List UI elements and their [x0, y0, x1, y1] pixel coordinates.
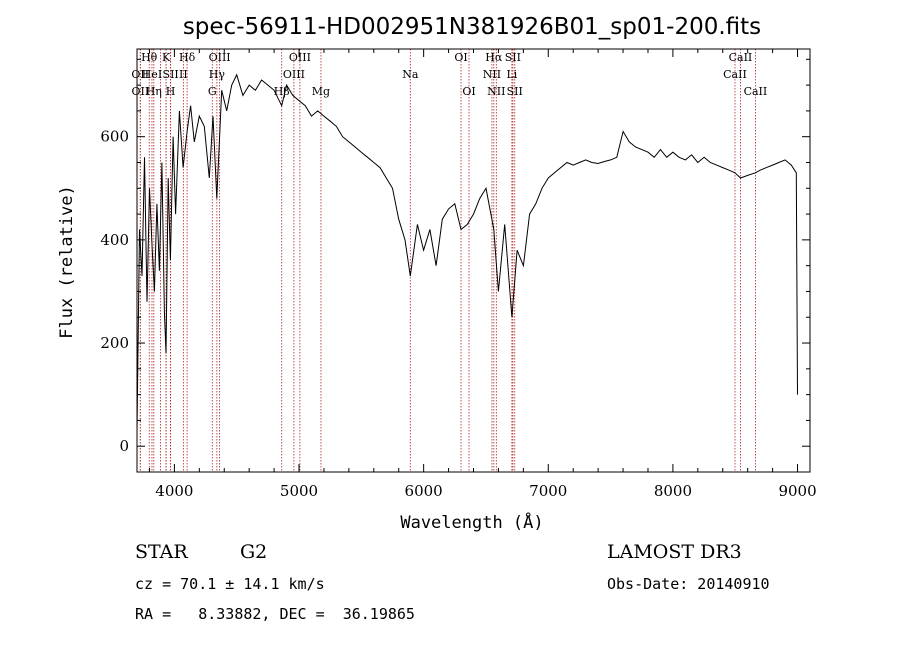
- spectrum-line: [136, 73, 798, 431]
- survey-name: LAMOST DR3: [607, 541, 742, 563]
- subclass: G2: [240, 541, 267, 563]
- line-label: Hα: [485, 51, 503, 64]
- line-label: OIII: [283, 68, 305, 81]
- y-tick-label: 0: [119, 437, 129, 455]
- line-labels: OIIOIIHθHeIHηKHSIIHδIIGHγOIIIHβOIIIOIIIM…: [131, 51, 767, 98]
- line-label: OII: [132, 85, 150, 98]
- y-tick-label: 600: [100, 128, 129, 146]
- line-label: NII: [483, 68, 501, 81]
- line-label: CaII: [744, 85, 768, 98]
- x-tick-label: 4000: [155, 482, 193, 500]
- line-label: OII: [131, 68, 149, 81]
- plot-frame: [136, 48, 811, 473]
- line-label: NII: [487, 85, 505, 98]
- chart-title: spec-56911-HD002951N381926B01_sp01-200.f…: [183, 14, 761, 40]
- line-label: OIII: [289, 51, 311, 64]
- line-label: Na: [402, 68, 419, 81]
- x-axis-ticks: 4000 5000 6000 7000 8000 9000: [148, 49, 817, 500]
- line-markers: [139, 49, 756, 472]
- line-label: CaII: [723, 68, 747, 81]
- line-label: SII: [163, 68, 179, 81]
- line-label: Mg: [312, 85, 330, 98]
- line-label: OIII: [209, 51, 231, 64]
- observation-date: Obs-Date: 20140910: [607, 575, 770, 593]
- line-label: G: [208, 85, 217, 98]
- x-tick-label: 7000: [529, 482, 567, 500]
- line-label: H: [166, 85, 176, 98]
- line-label: SII: [507, 85, 523, 98]
- x-tick-label: 5000: [280, 482, 318, 500]
- y-axis-label: Flux (relative): [57, 185, 77, 339]
- line-label: OI: [454, 51, 467, 64]
- x-tick-label: 8000: [654, 482, 692, 500]
- x-axis-label: Wavelength (Å): [400, 511, 543, 533]
- line-label: CaII: [729, 51, 753, 64]
- line-label: Li: [506, 68, 517, 81]
- x-tick-label: 9000: [778, 482, 816, 500]
- redshift-cz: cz = 70.1 ± 14.1 km/s: [135, 575, 325, 593]
- line-label: Hθ: [141, 51, 158, 64]
- y-tick-label: 400: [100, 231, 129, 249]
- x-tick-label: 6000: [405, 482, 443, 500]
- line-label: II: [179, 68, 188, 81]
- line-label: Hη: [146, 85, 162, 98]
- object-class: STAR: [135, 541, 188, 563]
- y-tick-label: 200: [100, 334, 129, 352]
- line-label: HeI: [142, 68, 162, 81]
- y-axis-ticks: 0 200 400 600: [100, 58, 810, 455]
- line-label: OI: [462, 85, 475, 98]
- ra-dec: RA = 8.33882, DEC = 36.19865: [135, 605, 415, 623]
- line-label: Hγ: [209, 68, 226, 81]
- line-label: Hδ: [179, 51, 196, 64]
- line-label: K: [162, 51, 171, 64]
- line-label: SII: [505, 51, 521, 64]
